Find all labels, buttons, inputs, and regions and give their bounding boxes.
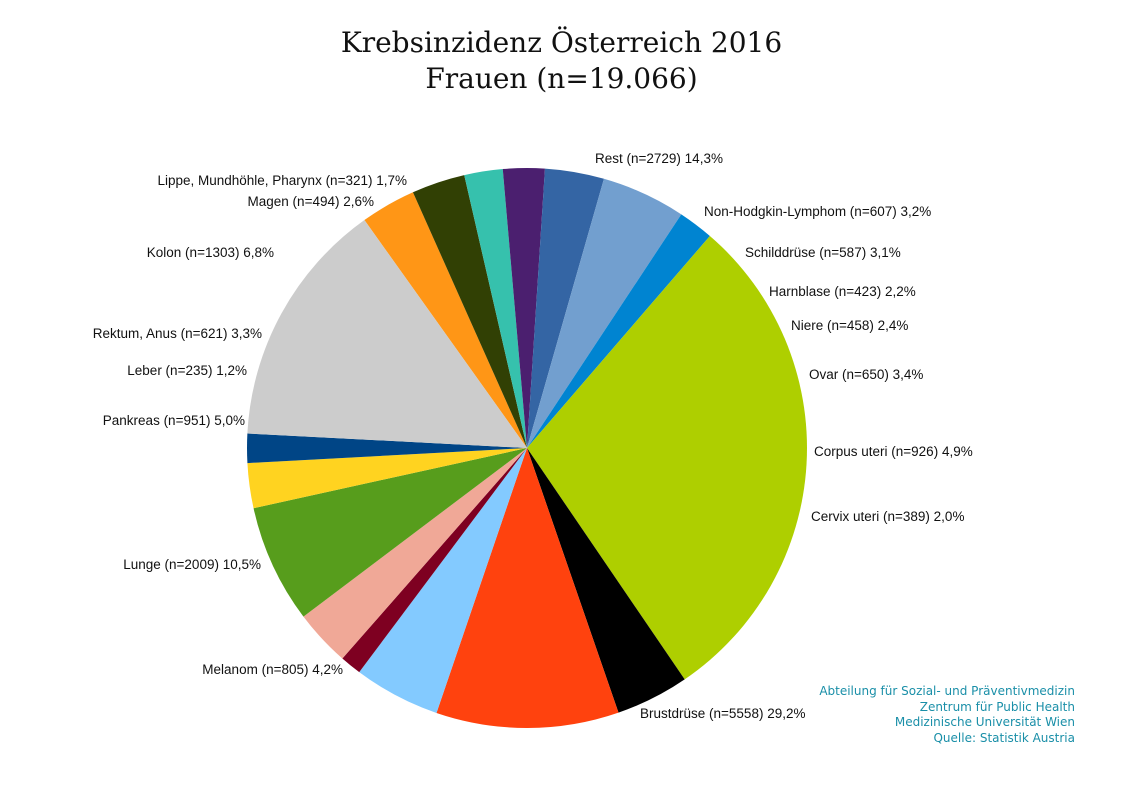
pie-slice [436,448,619,729]
pie-slice [253,448,528,617]
slice-label: Ovar (n=650) 3,4% [809,367,923,382]
slice-label: Lippe, Mundhöhle, Pharynx (n=321) 1,7% [157,173,407,188]
slice-label: Rest (n=2729) 14,3% [595,151,723,166]
credits: Abteilung für Sozial- und Präventivmediz… [819,684,1075,746]
slice-label: Kolon (n=1303) 6,8% [147,245,274,260]
slice-label: Brustdrüse (n=5558) 29,2% [640,706,805,721]
pie-slice [527,214,710,448]
pie-slice [359,448,527,713]
pie-slice [502,168,545,448]
slice-label: Niere (n=458) 2,4% [791,318,908,333]
slice-label: Non-Hodgkin-Lymphom (n=607) 3,2% [704,204,931,219]
slice-label: Rektum, Anus (n=621) 3,3% [93,326,262,341]
credit-university: Medizinische Universität Wien [894,715,1075,729]
pie-slice [247,220,527,448]
pie-slice [527,178,682,448]
slice-label: Leber (n=235) 1,2% [127,363,247,378]
pie-slice [527,168,604,448]
credit-center: Zentrum für Public Health [919,699,1075,714]
pie-slice [247,448,527,509]
pie-slice [364,192,527,448]
slice-label: Lunge (n=2009) 10,5% [123,557,261,572]
slice-label: Pankreas (n=951) 5,0% [103,413,245,428]
slice-label: Schilddrüse (n=587) 3,1% [745,245,901,260]
slice-label: Corpus uteri (n=926) 4,9% [814,444,973,459]
pie-slice [342,448,527,673]
chart-subtitle: Frauen (n=19.066) [425,62,698,95]
pie-slice [527,235,807,680]
pie-slice [412,175,527,448]
pie-slice [527,448,685,713]
slice-label: Melanom (n=805) 4,2% [202,662,343,677]
chart-title: Krebsinzidenz Österreich 2016 [340,26,783,59]
pie-slice [247,433,528,464]
slice-label: Harnblase (n=423) 2,2% [769,284,916,299]
pie-slice [303,448,527,659]
credit-source: Quelle: Statistik Austria [933,730,1075,745]
slice-label: Magen (n=494) 2,6% [248,194,374,209]
credit-department: Abteilung für Sozial- und Präventivmediz… [819,684,1075,698]
slice-label: Cervix uteri (n=389) 2,0% [811,509,964,524]
pie-slice [464,169,527,449]
